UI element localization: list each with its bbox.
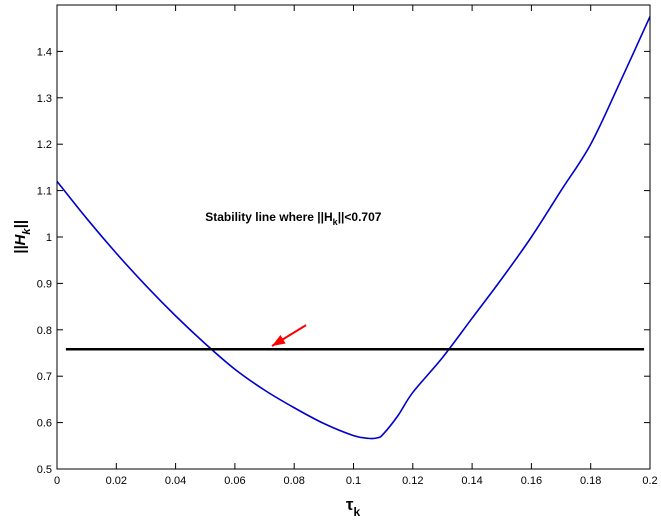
y-tick-label: 1.2: [37, 139, 52, 151]
y-axis-label: ||Hk||: [12, 220, 33, 254]
y-tick-label: 0.9: [37, 278, 52, 290]
annotation-arrow-head: [271, 334, 286, 347]
annotation-text-sub: k: [333, 217, 339, 227]
plot-area: [57, 5, 650, 469]
y-tick-label: 1: [46, 232, 52, 244]
y-tick-label: 1.1: [37, 186, 52, 198]
x-tick-label: 0.16: [521, 475, 542, 487]
y-axis-label-sub: k: [21, 228, 33, 235]
x-tick-label: 0.18: [580, 475, 601, 487]
x-tick-label: 0.1: [346, 475, 361, 487]
y-tick-label: 1.4: [37, 46, 52, 58]
x-axis-label: τk: [346, 495, 361, 519]
annotation-text-before: Stability line where ||H: [205, 210, 332, 224]
x-tick-label: 0.2: [642, 475, 657, 487]
series-layer: [56, 16, 651, 440]
y-axis-label-prefix: ||H: [12, 233, 29, 253]
x-axis-label-base: τ: [346, 495, 354, 514]
plot-frame: [56, 4, 651, 470]
x-tick-label: 0.06: [224, 475, 245, 487]
x-tick-label: 0.02: [106, 475, 127, 487]
x-tick-label: 0.08: [283, 475, 304, 487]
x-tick-label: 0.04: [165, 475, 186, 487]
annotation-layer: [271, 324, 307, 347]
y-tick-label: 0.7: [37, 371, 52, 383]
y-tick-label: 0.5: [37, 464, 52, 476]
y-tick-label: 0.6: [37, 418, 52, 430]
x-axis-label-sub: k: [353, 505, 360, 519]
y-tick-label: 0.8: [37, 325, 52, 337]
x-tick-label: 0.12: [402, 475, 423, 487]
x-tick-label: 0.14: [461, 475, 482, 487]
ticks: 0 0.02 0.04 0.06 0.08 0.1 0.12 0.14 0.16 0.18 0.2 0…: [37, 5, 658, 487]
stability-annotation: Stability line where ||Hk||<0.707: [205, 210, 382, 227]
annotation-text-after: ||<0.707: [338, 210, 382, 224]
series-line: [56, 16, 651, 440]
y-tick-label: 1.3: [37, 93, 52, 105]
y-axis-label-suffix: ||: [12, 220, 29, 228]
x-tick-label: 0: [54, 475, 60, 487]
